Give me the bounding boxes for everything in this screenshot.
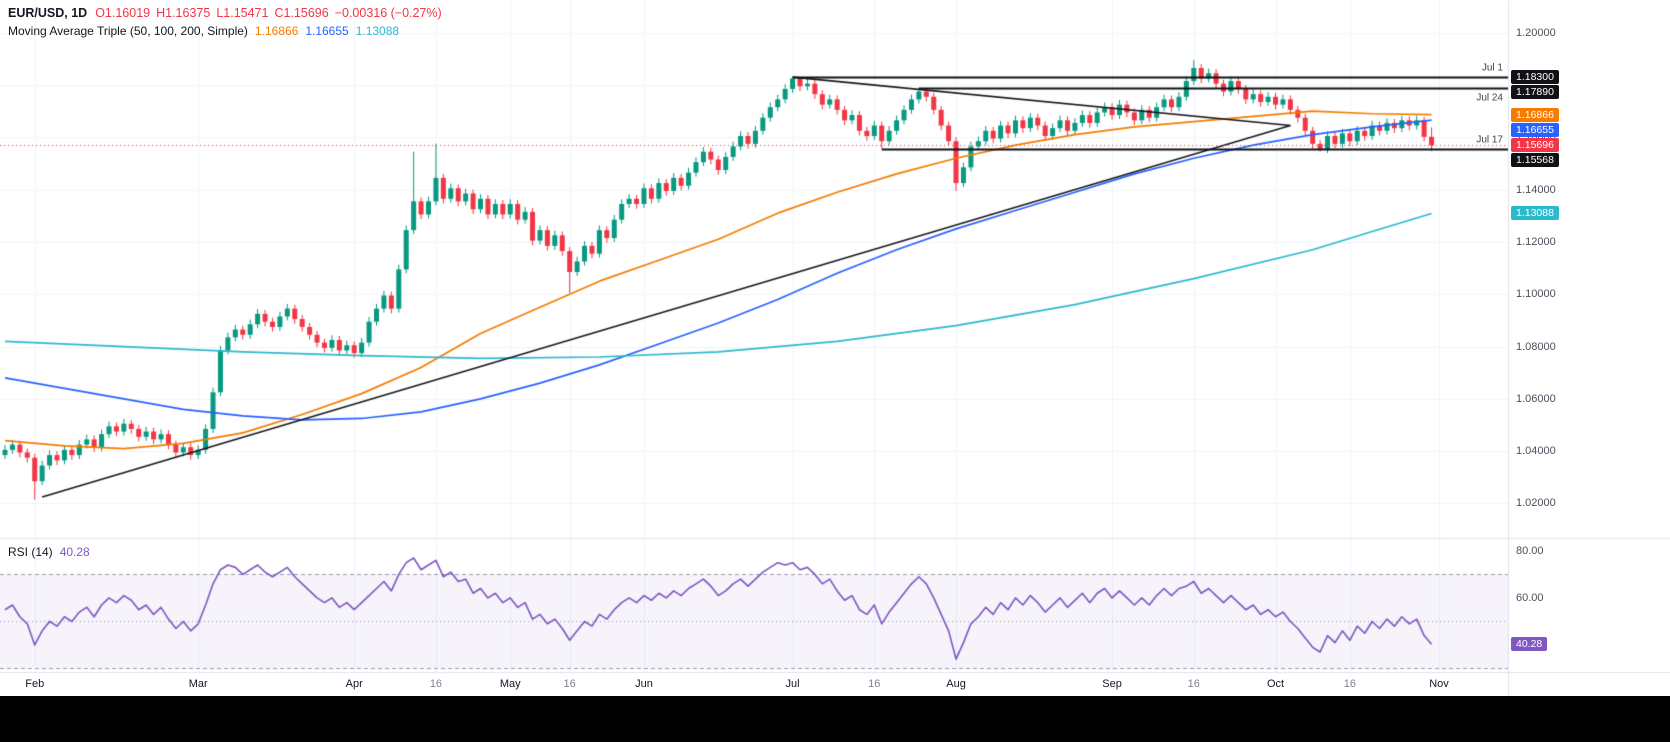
ohlc-high: H1.16375: [156, 6, 211, 20]
time-axis-label: 16: [563, 678, 576, 690]
ma100-value: 1.16655: [305, 24, 349, 38]
time-axis-label: May: [499, 678, 521, 690]
time-axis-label: 16: [868, 678, 881, 690]
time-axis-label: Nov: [1429, 678, 1449, 690]
ohlc-open: O1.16019: [95, 6, 151, 20]
price-axis-label: 1.12000: [1516, 235, 1556, 248]
time-axis-label: 16: [1343, 678, 1356, 690]
main-legend: EUR/USD, 1D O1.16019 H1.16375 L1.15471 C1.15…: [8, 6, 448, 38]
price-axis-label: 1.06000: [1516, 392, 1556, 405]
time-axis-label: Oct: [1266, 678, 1285, 690]
time-axis-label: Mar: [188, 678, 208, 690]
line-end-label: Jul 24: [1476, 92, 1503, 104]
price-badge: 1.16866: [1511, 107, 1559, 122]
time-axis-label: Aug: [946, 678, 966, 690]
price-axis-label: 1.14000: [1516, 183, 1556, 196]
price-axis-label: 1.20000: [1516, 26, 1556, 39]
price-axis-label: 1.08000: [1516, 340, 1556, 353]
rsi-value: 40.28: [59, 545, 90, 559]
line-end-label: Jul 17: [1476, 134, 1503, 146]
time-axis-label: 16: [1187, 678, 1200, 690]
symbol-title[interactable]: EUR/USD, 1D: [8, 6, 88, 20]
price-badge: 1.15568: [1511, 153, 1559, 168]
price-axis-label: 1.04000: [1516, 445, 1556, 458]
ohlc-change: −0.00316 (−0.27%): [334, 6, 442, 20]
rsi-legend: RSI (14) 40.28: [8, 545, 97, 559]
time-axis-label: Jun: [635, 678, 653, 690]
rsi-axis-label: 80.00: [1516, 544, 1544, 557]
ma200-value: 1.13088: [355, 24, 400, 38]
time-axis-label: Sep: [1102, 678, 1122, 690]
time-axis-label: Apr: [345, 678, 363, 690]
ma-indicator-title[interactable]: Moving Average Triple (50, 100, 200, Sim…: [8, 24, 248, 38]
rsi-badge: 40.28: [1511, 637, 1548, 652]
ohlc-close: C1.15696: [274, 6, 329, 20]
rsi-indicator-title[interactable]: RSI (14): [8, 545, 53, 559]
line-end-label: Jul 1: [1481, 62, 1503, 74]
time-axis-label: Feb: [25, 678, 45, 690]
price-badge: 1.15696: [1511, 138, 1559, 153]
price-badge: 1.16655: [1511, 122, 1559, 137]
price-badge: 1.18300: [1511, 70, 1559, 85]
price-axis-label: 1.02000: [1516, 497, 1556, 510]
price-badge: 1.17890: [1511, 85, 1559, 100]
ohlc-low: L1.15471: [216, 6, 269, 20]
price-axis-label: 1.10000: [1516, 288, 1556, 301]
time-axis-label: Jul: [785, 678, 800, 690]
price-badge: 1.13088: [1511, 206, 1559, 221]
symbol-legend-row: EUR/USD, 1D O1.16019 H1.16375 L1.15471 C1.15…: [8, 6, 448, 20]
ma-legend-row: Moving Average Triple (50, 100, 200, Sim…: [8, 24, 448, 38]
bottom-bar: [0, 696, 1670, 742]
rsi-axis-label: 60.00: [1516, 591, 1544, 604]
time-axis-label: 16: [429, 678, 443, 690]
ma50-value: 1.16866: [254, 24, 299, 38]
